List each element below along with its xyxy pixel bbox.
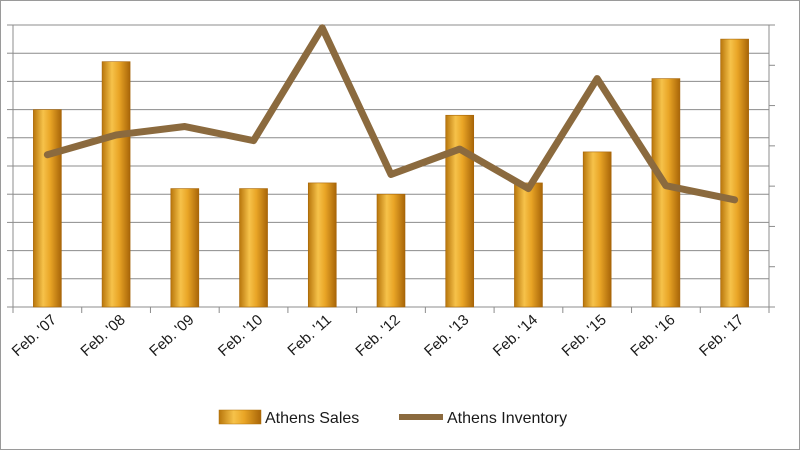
inventory-line-path bbox=[43, 24, 739, 204]
x-tick-label: Feb. '11 bbox=[284, 311, 334, 359]
x-tick-label: Feb. '17 bbox=[696, 311, 747, 360]
legend: Athens Sales Athens Inventory bbox=[218, 409, 567, 427]
x-tick-label: Feb. '09 bbox=[146, 311, 197, 360]
x-tick-label: Feb. '10 bbox=[215, 311, 266, 360]
legend-swatch-sales bbox=[218, 409, 262, 425]
legend-label-sales: Athens Sales bbox=[265, 410, 359, 427]
sales-bar bbox=[101, 61, 131, 308]
x-tick-label: Feb. '08 bbox=[77, 311, 128, 360]
x-tick-label: Feb. '14 bbox=[490, 311, 541, 360]
sales-bar bbox=[445, 114, 475, 308]
sales-bar bbox=[307, 182, 337, 308]
sales-bars bbox=[33, 38, 749, 308]
sales-bar bbox=[33, 109, 62, 308]
legend-label-inventory: Athens Inventory bbox=[447, 410, 567, 427]
x-tick-label: Feb. '07 bbox=[9, 311, 60, 360]
inventory-line bbox=[43, 24, 739, 204]
x-tick-label: Feb. '15 bbox=[559, 311, 610, 360]
sales-bar bbox=[239, 188, 268, 308]
sales-bar bbox=[514, 182, 543, 308]
sales-bar bbox=[170, 188, 200, 308]
x-tick-label: Feb. '16 bbox=[627, 311, 678, 360]
sales-bar bbox=[720, 38, 749, 308]
x-tick-label: Feb. '13 bbox=[421, 311, 472, 360]
sales-bar bbox=[582, 151, 612, 308]
sales-bar bbox=[376, 193, 406, 308]
x-tick-label: Feb. '12 bbox=[352, 311, 403, 360]
x-tick-labels: Feb. '07 Feb. '08 Feb. '09 Feb. '10 Feb. '11… bbox=[9, 311, 748, 360]
sales-bar bbox=[651, 78, 681, 308]
